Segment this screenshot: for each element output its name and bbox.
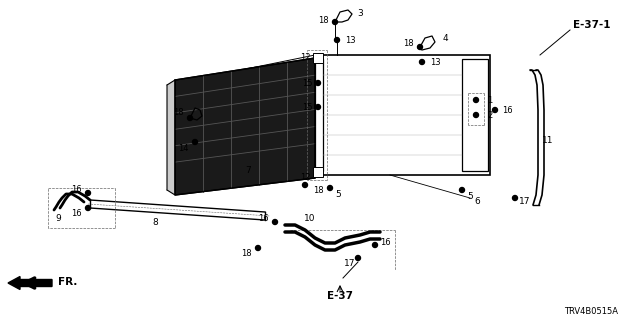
Text: 4: 4 bbox=[442, 34, 448, 43]
Circle shape bbox=[193, 140, 198, 145]
Text: 18: 18 bbox=[317, 15, 328, 25]
Polygon shape bbox=[530, 70, 544, 205]
Circle shape bbox=[333, 20, 337, 25]
Text: 13: 13 bbox=[429, 58, 440, 67]
Text: 7: 7 bbox=[245, 165, 251, 174]
Bar bbox=[315, 59, 323, 171]
Circle shape bbox=[328, 186, 333, 190]
Circle shape bbox=[86, 205, 90, 211]
Text: 18: 18 bbox=[241, 250, 252, 259]
Text: 6: 6 bbox=[474, 196, 480, 205]
Text: 18: 18 bbox=[313, 186, 323, 195]
Text: TRV4B0515A: TRV4B0515A bbox=[564, 307, 618, 316]
Circle shape bbox=[355, 255, 360, 260]
Text: 16: 16 bbox=[502, 106, 512, 115]
Circle shape bbox=[188, 116, 193, 121]
FancyArrow shape bbox=[8, 276, 52, 290]
Text: 11: 11 bbox=[542, 135, 554, 145]
Text: FR.: FR. bbox=[58, 277, 77, 287]
Polygon shape bbox=[90, 200, 265, 220]
Circle shape bbox=[86, 190, 90, 196]
Text: 16: 16 bbox=[70, 209, 81, 218]
Text: 16: 16 bbox=[258, 213, 268, 222]
Text: 9: 9 bbox=[55, 213, 61, 222]
Text: E-37: E-37 bbox=[327, 291, 353, 301]
Text: 17: 17 bbox=[519, 196, 531, 205]
Polygon shape bbox=[167, 80, 175, 195]
Circle shape bbox=[316, 81, 321, 85]
Bar bbox=[313, 167, 323, 177]
Circle shape bbox=[493, 108, 497, 113]
Circle shape bbox=[417, 44, 422, 50]
Text: 3: 3 bbox=[357, 9, 363, 18]
Text: 2: 2 bbox=[488, 110, 493, 119]
Circle shape bbox=[303, 182, 307, 188]
Circle shape bbox=[273, 220, 278, 225]
Circle shape bbox=[474, 98, 479, 102]
Bar bbox=[462, 59, 488, 171]
Bar bbox=[313, 53, 323, 63]
Bar bbox=[315, 55, 490, 175]
Text: 10: 10 bbox=[304, 213, 316, 222]
Text: 14: 14 bbox=[178, 143, 188, 153]
Circle shape bbox=[335, 37, 339, 43]
Circle shape bbox=[474, 113, 479, 117]
Circle shape bbox=[513, 196, 518, 201]
Text: 16: 16 bbox=[380, 237, 390, 246]
Text: 12: 12 bbox=[300, 172, 310, 181]
Polygon shape bbox=[175, 58, 315, 195]
Text: 15: 15 bbox=[301, 102, 312, 111]
Text: E-37-1: E-37-1 bbox=[573, 20, 611, 30]
Text: 16: 16 bbox=[70, 185, 81, 194]
Circle shape bbox=[372, 243, 378, 247]
Circle shape bbox=[316, 105, 321, 109]
Text: 5: 5 bbox=[467, 191, 473, 201]
Text: 15: 15 bbox=[301, 78, 312, 87]
Text: 1: 1 bbox=[488, 95, 493, 105]
Text: 8: 8 bbox=[152, 218, 158, 227]
Circle shape bbox=[419, 60, 424, 65]
Text: 18: 18 bbox=[173, 108, 183, 116]
Text: 5: 5 bbox=[335, 189, 341, 198]
Circle shape bbox=[460, 188, 465, 193]
Text: 18: 18 bbox=[403, 38, 413, 47]
Text: 12: 12 bbox=[300, 52, 310, 61]
Text: 17: 17 bbox=[344, 260, 356, 268]
Circle shape bbox=[255, 245, 260, 251]
Text: 13: 13 bbox=[345, 36, 355, 44]
